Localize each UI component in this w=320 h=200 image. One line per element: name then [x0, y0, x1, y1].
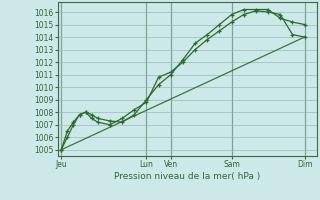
X-axis label: Pression niveau de la mer( hPa ): Pression niveau de la mer( hPa ): [114, 172, 260, 181]
